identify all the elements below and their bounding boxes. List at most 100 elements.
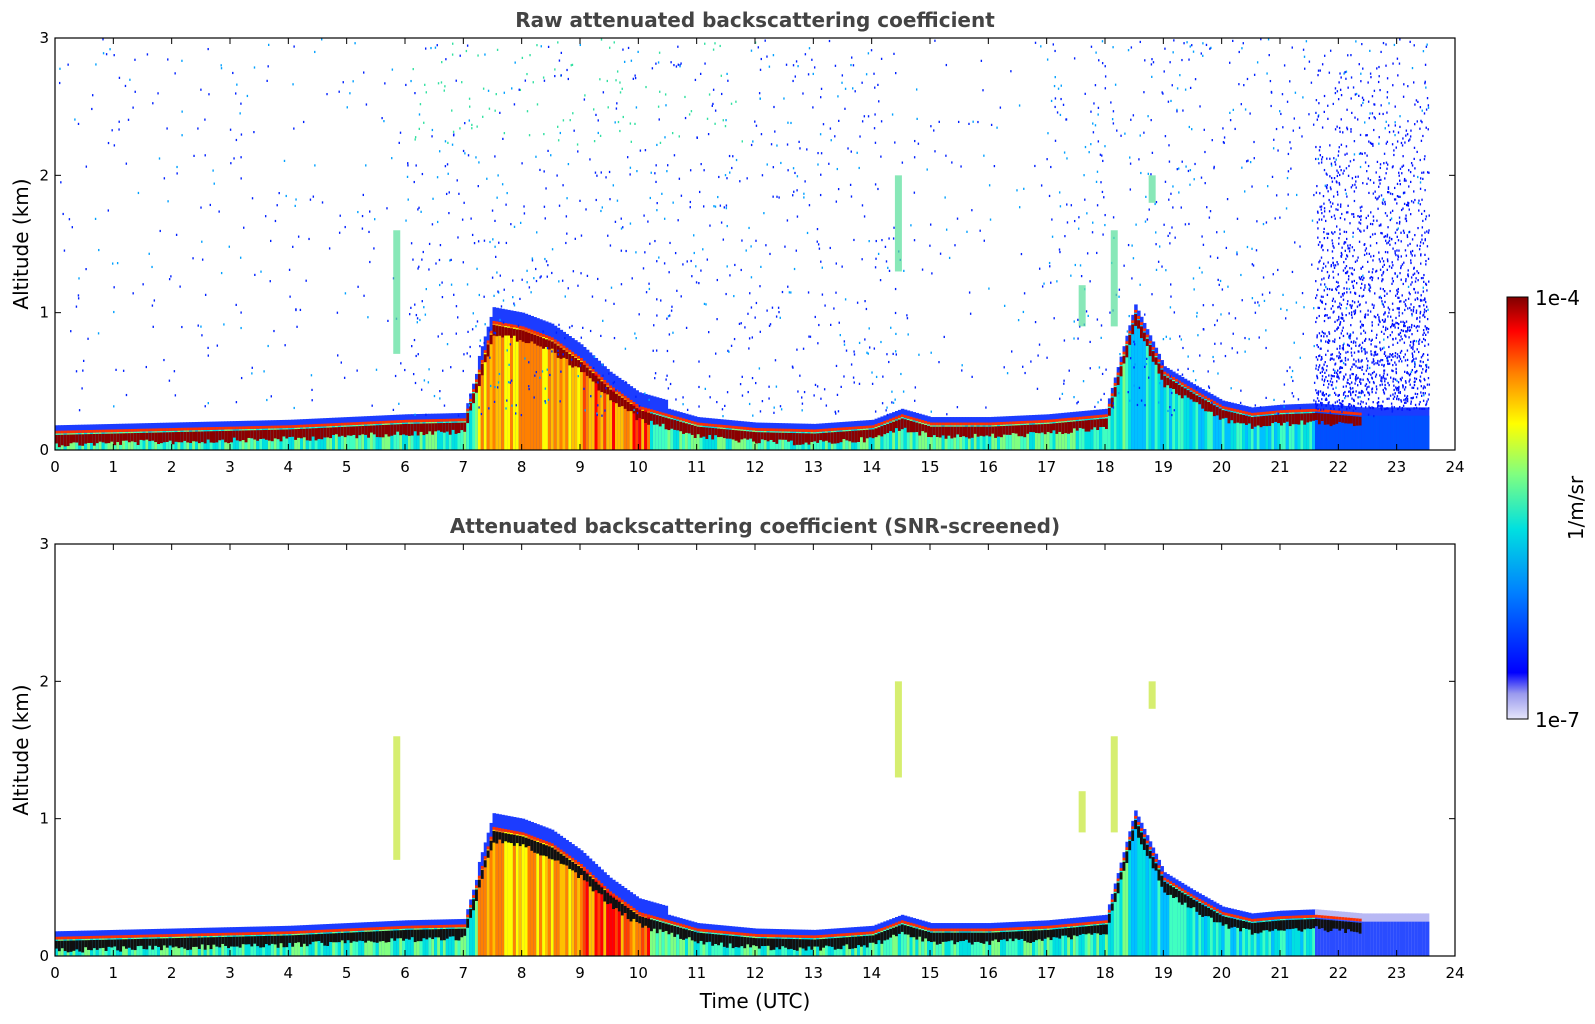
heatmap-cell (941, 422, 946, 426)
noise-speckle (1317, 267, 1319, 270)
noise-speckle (469, 345, 471, 349)
heatmap-cell (594, 371, 599, 375)
noise-speckle (600, 395, 602, 398)
noise-speckle (400, 362, 402, 365)
noise-speckle (1407, 273, 1409, 276)
noise-speckle (778, 311, 780, 314)
heatmap-cell (215, 426, 219, 430)
noise-speckle (705, 303, 707, 306)
noise-speckle (1371, 112, 1374, 115)
noise-speckle (181, 325, 183, 329)
heatmap-cell (288, 429, 292, 437)
heatmap-cell (442, 418, 447, 422)
noise-speckle (1384, 127, 1386, 130)
noise-speckle (310, 374, 313, 377)
noise-speckle (1386, 268, 1388, 271)
heatmap-cell (69, 434, 74, 444)
noise-speckle (894, 287, 897, 291)
noise-speckle (1401, 294, 1403, 297)
heatmap-cell (454, 421, 459, 450)
noise-speckle (1102, 233, 1104, 236)
noise-speckle (1340, 143, 1343, 146)
heatmap-cell (658, 411, 663, 415)
noise-speckle (495, 255, 497, 258)
heatmap-cell (434, 421, 438, 450)
noise-speckle (1378, 251, 1380, 254)
noise-speckle (680, 194, 683, 197)
heatmap-cell (1332, 410, 1337, 414)
noise-speckle (269, 239, 272, 243)
noise-speckle (1322, 331, 1325, 335)
noise-speckle (835, 262, 837, 265)
heatmap-cell (1140, 322, 1144, 326)
noise-speckle (867, 115, 870, 118)
noise-speckle (1408, 230, 1411, 233)
noise-speckle (438, 283, 441, 287)
heatmap-cell (340, 426, 345, 436)
heatmap-cell (1373, 415, 1377, 450)
noise-speckle (1426, 43, 1428, 46)
heatmap-cell (1297, 413, 1302, 425)
heatmap-cell (559, 343, 564, 347)
noise-speckle (571, 63, 574, 66)
noise-speckle (1017, 319, 1020, 322)
noise-speckle (1405, 179, 1407, 182)
heatmap-cell (1291, 412, 1296, 450)
heatmap-cell (1014, 425, 1019, 434)
noise-speckle (1370, 373, 1372, 376)
noise-speckle (1368, 393, 1371, 396)
noise-speckle (235, 138, 238, 142)
noise-speckle (766, 55, 768, 58)
noise-speckle (740, 268, 742, 272)
noise-speckle (1375, 385, 1378, 388)
noise-speckle (1194, 78, 1197, 81)
noise-speckle (1315, 356, 1318, 359)
noise-speckle (934, 150, 936, 153)
noise-speckle (1104, 223, 1106, 227)
noise-speckle (1388, 236, 1391, 239)
noise-speckle (1321, 378, 1323, 381)
noise-speckle (1347, 378, 1349, 381)
heatmap-cell (515, 328, 520, 450)
noise-speckle (613, 336, 616, 340)
noise-speckle (1323, 94, 1326, 98)
heatmap-cell (1247, 416, 1252, 424)
noise-speckle (1040, 45, 1042, 48)
heatmap-cell (273, 428, 278, 450)
noise-speckle (812, 72, 814, 76)
noise-speckle (1412, 273, 1414, 276)
noise-speckle (1341, 313, 1344, 317)
noise-speckle (1410, 402, 1412, 405)
noise-speckle (830, 139, 832, 142)
heatmap-cell (55, 430, 59, 434)
noise-speckle (1046, 158, 1048, 161)
noise-speckle (1383, 392, 1386, 395)
heatmap-cell (1411, 415, 1415, 450)
noise-speckle (1368, 391, 1370, 395)
noise-speckle (1327, 232, 1330, 235)
noise-speckle (1241, 47, 1243, 50)
heatmap-cell (445, 421, 450, 450)
noise-speckle (1398, 398, 1400, 401)
heatmap-cell (1300, 409, 1304, 413)
heatmap-cell (871, 429, 876, 439)
noise-speckle (557, 349, 559, 352)
heatmap-cell (244, 430, 249, 443)
noise-speckle (834, 135, 836, 138)
heatmap-cell (717, 427, 721, 450)
heatmap-cell (868, 429, 873, 438)
noise-speckle (1367, 81, 1369, 84)
noise-speckle (1338, 305, 1340, 308)
noise-speckle (1052, 43, 1054, 46)
noise-speckle (724, 174, 727, 177)
noise-speckle (1383, 352, 1386, 355)
noise-speckle (849, 183, 852, 186)
heatmap-cell (1145, 338, 1150, 346)
noise-speckle (1401, 312, 1404, 315)
noise-speckle (1327, 261, 1329, 264)
noise-speckle (1258, 304, 1260, 307)
noise-speckle (1196, 311, 1198, 315)
noise-speckle (803, 192, 805, 195)
noise-speckle (712, 88, 715, 91)
heatmap-cell (991, 426, 995, 434)
